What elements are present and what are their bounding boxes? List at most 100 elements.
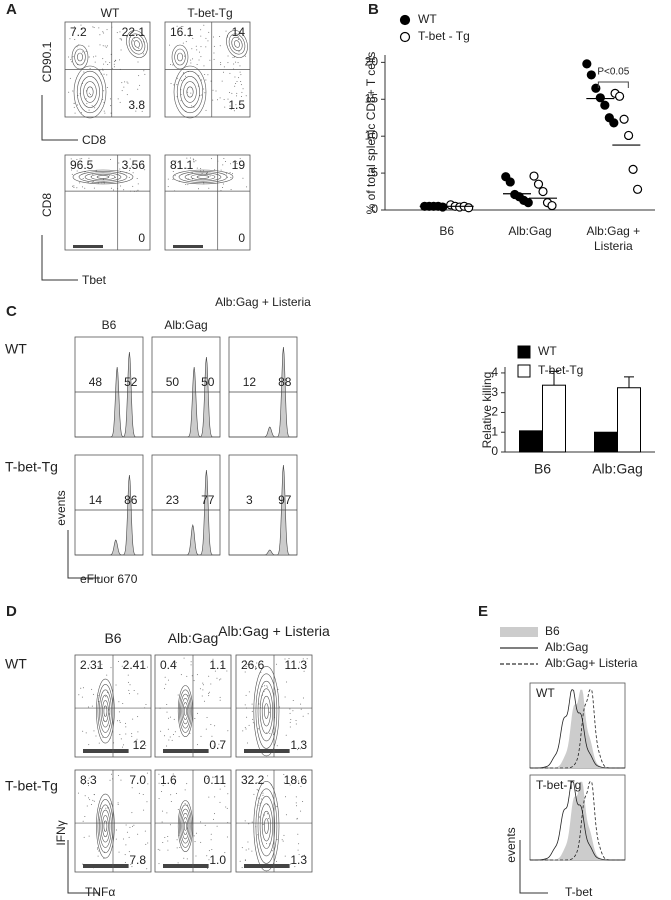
event-dot (158, 782, 160, 784)
event-dot (105, 46, 107, 48)
event-dot (227, 793, 229, 795)
event-dot (159, 849, 161, 851)
event-dot (268, 843, 270, 845)
event-dot (276, 805, 278, 807)
event-dot (205, 728, 207, 730)
contour (257, 680, 276, 742)
event-dot (166, 745, 168, 747)
event-dot (121, 90, 123, 92)
column-header: Alb:Gag (167, 630, 219, 646)
event-dot (124, 722, 126, 724)
event-dot (174, 731, 176, 733)
event-dot (302, 801, 304, 803)
event-dot (205, 46, 207, 48)
contour (102, 700, 109, 723)
event-dot (190, 59, 192, 61)
contour (173, 65, 207, 119)
quadrant-label: 3.56 (122, 158, 146, 172)
contour (186, 86, 194, 98)
event-dot (126, 94, 128, 96)
histogram (152, 469, 220, 556)
event-dot (144, 830, 146, 832)
event-dot (206, 716, 208, 718)
contour (180, 76, 200, 108)
event-dot (187, 804, 189, 806)
event-dot (205, 79, 207, 81)
event-dot (82, 730, 84, 732)
contour (100, 694, 111, 728)
event-dot (194, 841, 196, 843)
contour (259, 803, 274, 849)
event-dot (87, 785, 89, 787)
event-dot (190, 664, 192, 666)
event-dot (212, 658, 214, 660)
data-point (619, 114, 629, 124)
data-point (438, 202, 448, 212)
event-dot (266, 843, 268, 845)
event-dot (140, 862, 142, 864)
event-dot (110, 803, 112, 805)
event-dot (76, 170, 78, 172)
event-dot (132, 860, 134, 862)
event-dot (131, 866, 133, 868)
event-dot (211, 735, 213, 737)
event-dot (191, 48, 193, 50)
contour (177, 685, 193, 738)
event-dot (176, 77, 178, 79)
event-dot (88, 109, 90, 111)
event-dot (164, 676, 166, 678)
event-dot (115, 829, 117, 831)
event-dot (173, 718, 175, 720)
event-dot (117, 775, 119, 777)
baseline-events (73, 245, 103, 248)
event-dot (269, 711, 271, 713)
event-dot (97, 848, 99, 850)
event-dot (129, 105, 131, 107)
event-dot (175, 662, 177, 664)
event-dot (214, 796, 216, 798)
event-dot (186, 783, 188, 785)
event-dot (99, 44, 101, 46)
event-dot (230, 176, 232, 178)
x-tick-label: B6 (439, 224, 454, 238)
event-dot (105, 61, 107, 63)
event-dot (137, 731, 139, 733)
x-axis-label: CD8 (82, 133, 106, 147)
event-dot (298, 843, 300, 845)
baseline-events (163, 864, 209, 868)
quadrant-label: 1.6 (160, 773, 177, 787)
event-dot (119, 168, 121, 170)
event-dot (229, 163, 231, 165)
event-dot (72, 56, 74, 58)
event-dot (233, 63, 235, 65)
event-dot (76, 159, 78, 161)
event-dot (260, 782, 262, 784)
data-point (505, 177, 515, 187)
event-dot (73, 106, 75, 108)
event-dot (99, 34, 101, 36)
y-tick-label: 0 (371, 202, 378, 216)
event-dot (162, 842, 164, 844)
y-axis-label: % of total splenic CD8+ T cells (364, 52, 378, 215)
event-dot (142, 163, 144, 165)
event-dot (235, 61, 237, 63)
event-dot (227, 730, 229, 732)
legend-label: T-bet-Tg (538, 363, 583, 377)
event-dot (198, 59, 200, 61)
event-dot (76, 46, 78, 48)
event-dot (117, 804, 119, 806)
y-axis-label: IFNγ (54, 820, 68, 845)
event-dot (187, 91, 189, 93)
gate-label: 97 (278, 493, 292, 507)
event-dot (88, 157, 90, 159)
event-dot (167, 186, 169, 188)
event-dot (110, 187, 112, 189)
event-dot (78, 694, 80, 696)
event-dot (113, 63, 115, 65)
event-dot (290, 863, 292, 865)
event-dot (88, 797, 90, 799)
event-dot (92, 173, 94, 175)
event-dot (119, 101, 121, 103)
event-dot (196, 712, 198, 714)
event-dot (106, 87, 108, 89)
